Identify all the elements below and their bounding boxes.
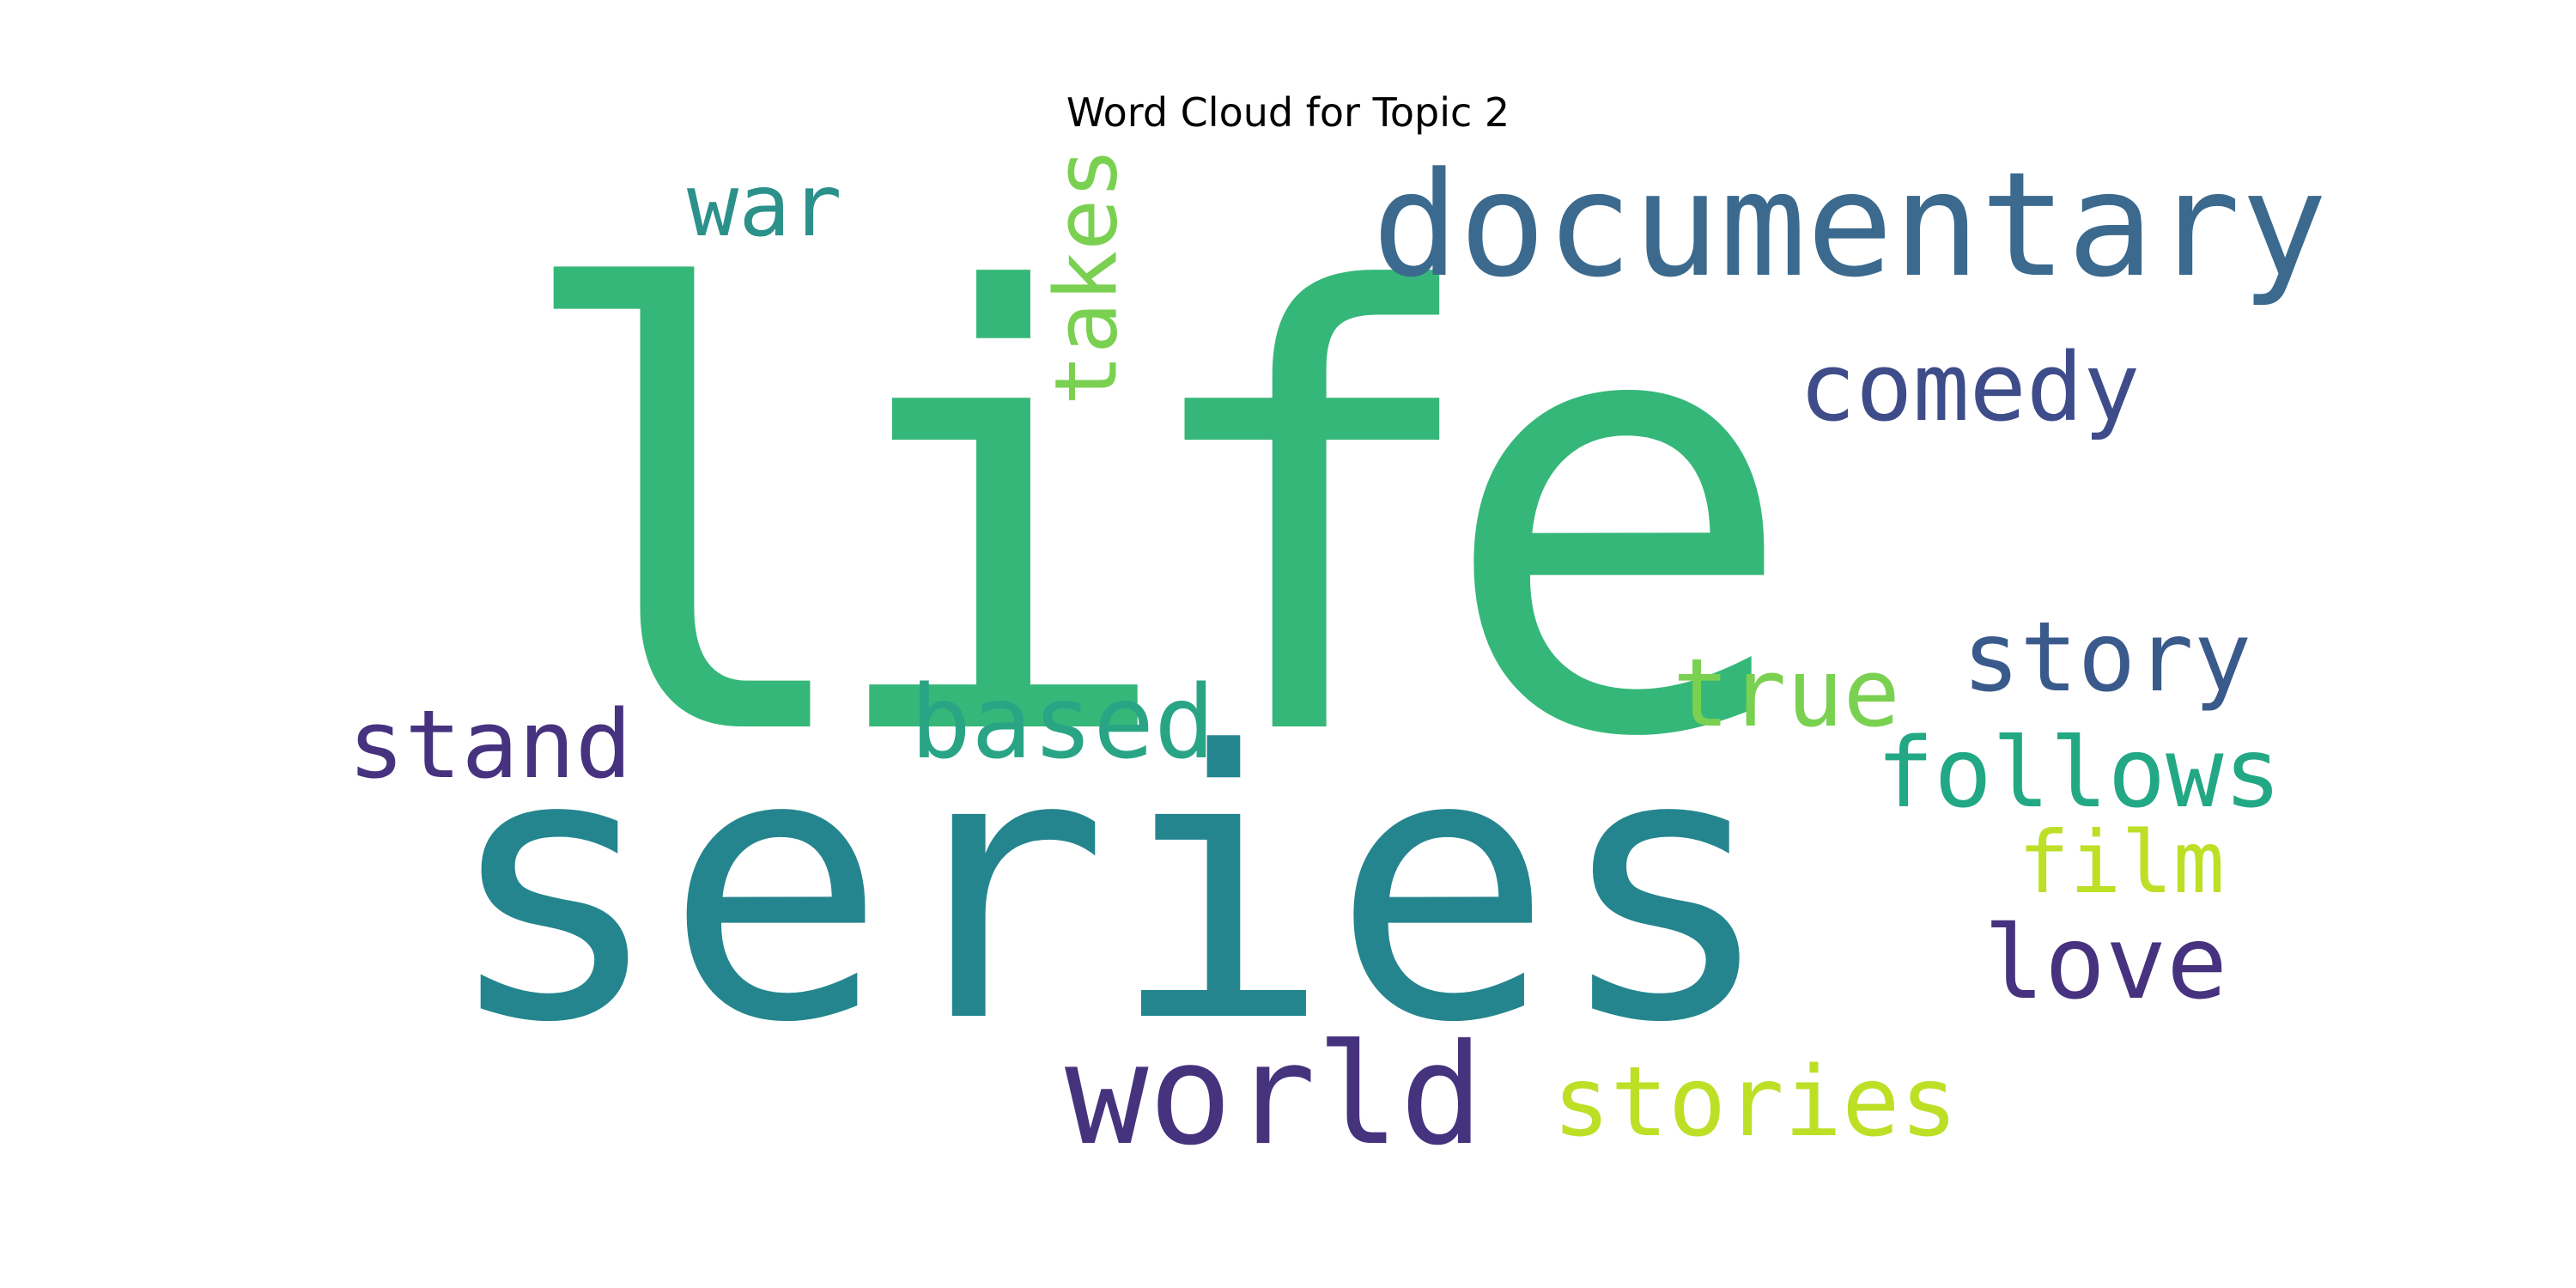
word-follows: follows — [1876, 718, 2282, 829]
word-stories: stories — [1552, 1047, 1959, 1158]
word-world: world — [1065, 1015, 1484, 1176]
word-stand: stand — [348, 690, 633, 799]
word-based: based — [910, 663, 1216, 781]
word-love: love — [1984, 903, 2228, 1022]
word-takes: takes — [1036, 147, 1137, 406]
word-series: series — [442, 674, 1777, 1103]
word-war: war — [687, 155, 842, 256]
word-story: story — [1962, 602, 2252, 714]
word-life: life — [507, 169, 1800, 869]
word-film: film — [2018, 812, 2225, 913]
word-comedy: comedy — [1799, 332, 2141, 442]
chart-title: Word Cloud for Topic 2 — [1066, 89, 1510, 136]
word-true: true — [1673, 638, 1900, 748]
word-documentary: documentary — [1372, 141, 2328, 309]
